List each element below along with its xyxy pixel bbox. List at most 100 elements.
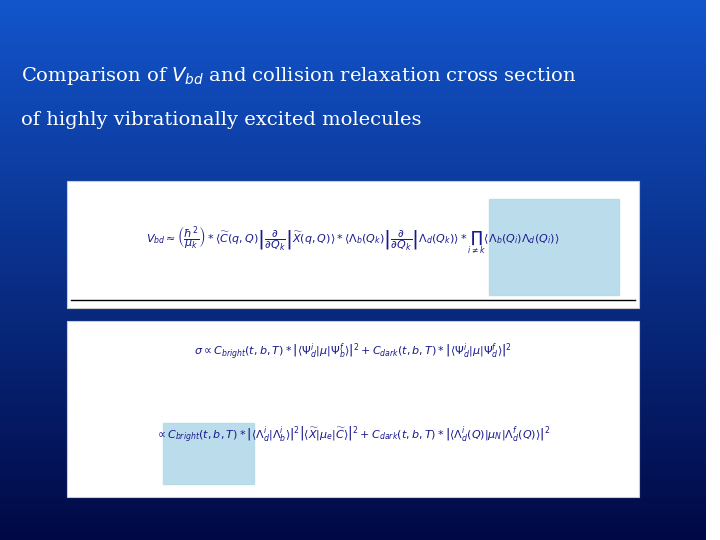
Bar: [0, 135, 706, 138]
Bar: [0, 227, 706, 229]
Bar: [0, 516, 706, 518]
Bar: [0, 432, 706, 435]
Bar: [0, 76, 706, 78]
Bar: [0, 186, 706, 189]
Bar: [0, 27, 706, 30]
Bar: [0, 173, 706, 176]
Bar: [0, 367, 706, 370]
Bar: [0, 270, 706, 273]
Bar: [0, 40, 706, 43]
Text: $V_{bd} \approx \left(\dfrac{\hbar^2}{\mu_k}\right)*\langle\widetilde{C}(q,Q)\le: $V_{bd} \approx \left(\dfrac{\hbar^2}{\m…: [146, 224, 559, 256]
Bar: [0, 297, 706, 300]
Bar: [0, 51, 706, 54]
Bar: [0, 394, 706, 397]
Bar: [0, 119, 706, 122]
Bar: [0, 513, 706, 516]
Bar: [0, 332, 706, 335]
Bar: [0, 59, 706, 62]
Bar: [0, 108, 706, 111]
Bar: [0, 113, 706, 116]
Bar: [0, 235, 706, 238]
Bar: [0, 170, 706, 173]
Bar: [0, 386, 706, 389]
Bar: [0, 202, 706, 205]
Bar: [0, 86, 706, 89]
Bar: [0, 310, 706, 313]
Bar: [0, 38, 706, 40]
Bar: [0, 124, 706, 127]
Bar: [0, 532, 706, 535]
Bar: [0, 281, 706, 284]
Bar: [0, 529, 706, 532]
Bar: [0, 22, 706, 24]
Bar: [0, 478, 706, 481]
Bar: [0, 524, 706, 526]
Bar: [0, 486, 706, 489]
Bar: [0, 213, 706, 216]
Text: $\propto C_{bright}(t,b,T)*\left|\langle\Lambda_d^i|\Lambda_b^i\rangle\right|^2\: $\propto C_{bright}(t,b,T)*\left|\langle…: [156, 424, 551, 445]
Bar: [0, 224, 706, 227]
Bar: [0, 405, 706, 408]
Bar: [0, 122, 706, 124]
Bar: [0, 8, 706, 11]
Bar: [0, 267, 706, 270]
Bar: [0, 243, 706, 246]
Bar: [0, 356, 706, 359]
Bar: [0, 464, 706, 467]
Bar: [0, 327, 706, 329]
Bar: [0, 30, 706, 32]
Text: Comparison of $V_{bd}$ and collision relaxation cross section: Comparison of $V_{bd}$ and collision rel…: [21, 65, 577, 87]
Bar: [0, 456, 706, 459]
Bar: [0, 14, 706, 16]
Bar: [0, 364, 706, 367]
Bar: [0, 184, 706, 186]
Bar: [0, 413, 706, 416]
Bar: [0, 70, 706, 73]
Bar: [0, 416, 706, 418]
Bar: [0, 292, 706, 294]
Bar: [0, 238, 706, 240]
Bar: [0, 472, 706, 475]
Bar: [0, 502, 706, 505]
Bar: [0, 446, 706, 448]
Bar: [0, 408, 706, 410]
Bar: [0, 319, 706, 321]
Bar: [0, 510, 706, 513]
Bar: [0, 146, 706, 148]
Bar: [0, 275, 706, 278]
Bar: [0, 221, 706, 224]
Bar: [0, 197, 706, 200]
Bar: [0, 240, 706, 243]
Bar: [0, 200, 706, 202]
Bar: [0, 313, 706, 316]
Bar: [0, 62, 706, 65]
Bar: [0, 381, 706, 383]
Bar: [0, 497, 706, 500]
Bar: [0, 481, 706, 483]
Bar: [0, 216, 706, 219]
Bar: [0, 321, 706, 324]
Bar: [0, 49, 706, 51]
Bar: [0, 427, 706, 429]
Bar: [0, 208, 706, 211]
Bar: [0, 100, 706, 103]
Bar: [0, 378, 706, 381]
Bar: [0, 354, 706, 356]
Bar: [0, 132, 706, 135]
Bar: [0, 105, 706, 108]
FancyBboxPatch shape: [67, 321, 639, 497]
Bar: [0, 451, 706, 454]
Bar: [0, 437, 706, 440]
Bar: [0, 165, 706, 167]
Bar: [0, 335, 706, 338]
Bar: [0, 343, 706, 346]
Bar: [0, 346, 706, 348]
Text: $\sigma \propto C_{bright}(t,b,T)*\left|\langle\Psi_d^i|\mu|\Psi_b^f\rangle\righ: $\sigma \propto C_{bright}(t,b,T)*\left|…: [194, 342, 512, 362]
Bar: [0, 286, 706, 289]
Bar: [0, 78, 706, 81]
Bar: [0, 459, 706, 462]
Bar: [0, 111, 706, 113]
Bar: [0, 443, 706, 445]
Bar: [0, 130, 706, 132]
Bar: [0, 294, 706, 297]
